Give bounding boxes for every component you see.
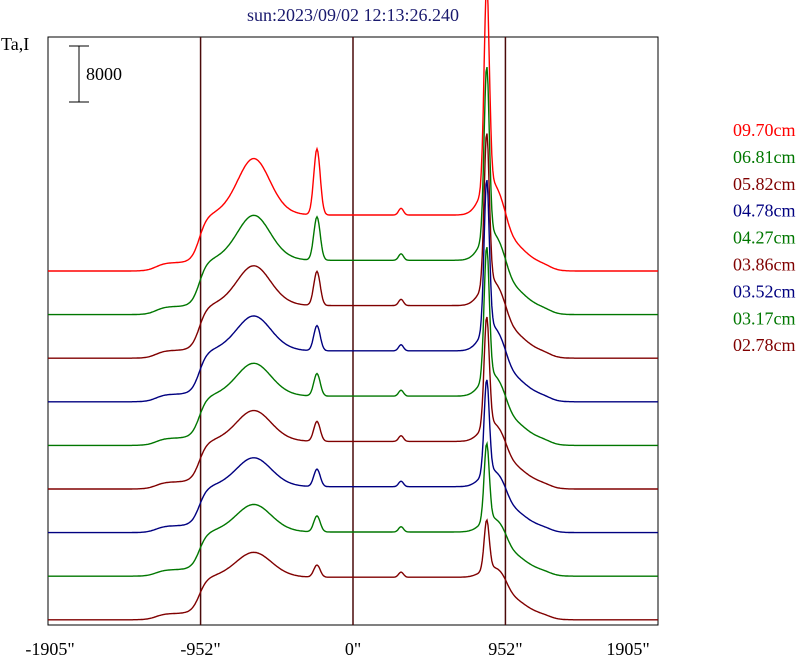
legend-entry: 05.82cm — [733, 174, 796, 194]
legend-entry: 03.86cm — [733, 255, 796, 275]
legend-entry: 03.17cm — [733, 308, 796, 328]
series-line — [48, 518, 658, 621]
legend-entry: 09.70cm — [733, 120, 796, 140]
series-line — [48, 379, 658, 534]
legend-entry: 03.52cm — [733, 281, 796, 301]
x-tick-label: 1905" — [606, 639, 649, 659]
series-line — [48, 316, 658, 490]
curves — [48, 0, 658, 621]
x-tick-label: 952" — [488, 639, 522, 659]
scale-bar: 8000 — [69, 45, 122, 103]
x-tick-label: -1905" — [25, 639, 74, 659]
chart-title: sun:2023/09/02 12:13:26.240 — [247, 5, 459, 25]
series-line — [48, 66, 658, 316]
legend-entry: 04.78cm — [733, 201, 796, 221]
legend-entry: 02.78cm — [733, 335, 796, 355]
series-line — [48, 440, 658, 577]
legend-entry: 04.27cm — [733, 228, 796, 248]
y-axis-label: Ta,I — [1, 34, 29, 54]
x-tick-label: -952" — [180, 639, 220, 659]
series-line — [48, 0, 658, 272]
series-line — [48, 247, 658, 447]
series-line — [48, 133, 658, 359]
scale-bar-label: 8000 — [86, 64, 122, 84]
series-line — [48, 179, 658, 403]
legend: 09.70cm 06.81cm 05.82cm 04.78cm 04.27cm 03.86… — [733, 120, 796, 355]
legend-entry: 06.81cm — [733, 147, 796, 167]
x-tick-label: 0" — [345, 639, 361, 659]
x-tick-labels: -1905" -952" 0" 952" 1905" — [25, 639, 649, 659]
vertical-lines — [199, 37, 507, 625]
